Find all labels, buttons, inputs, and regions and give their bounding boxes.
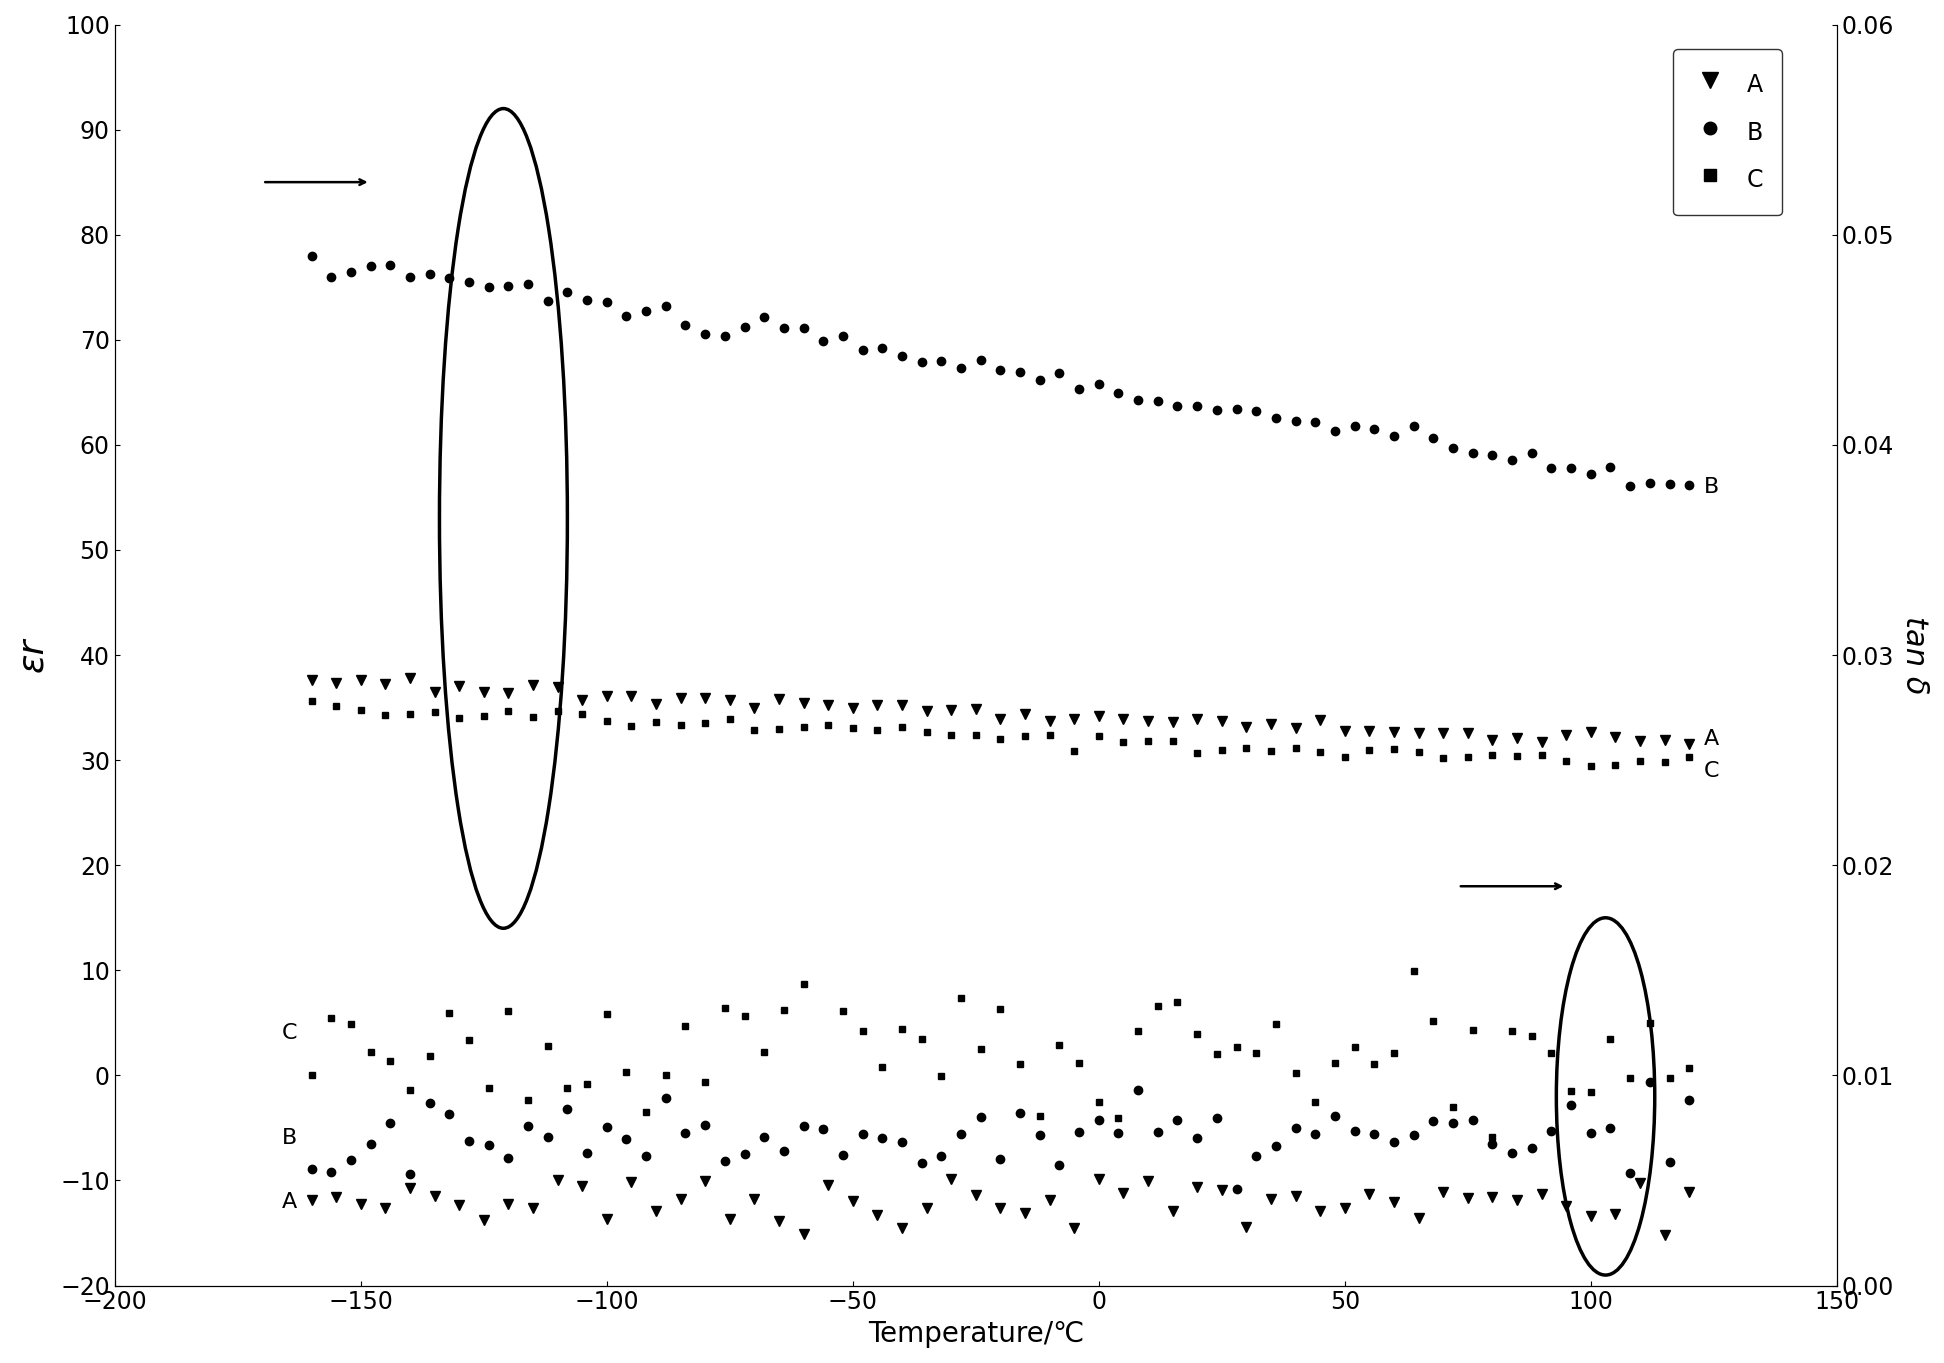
Text: A: A <box>1705 729 1718 750</box>
Y-axis label: εr: εr <box>16 638 49 672</box>
Text: C: C <box>282 1024 297 1043</box>
Text: B: B <box>1705 477 1718 497</box>
Legend: A, B, C: A, B, C <box>1674 49 1783 215</box>
Text: B: B <box>282 1129 297 1149</box>
X-axis label: Temperature/℃: Temperature/℃ <box>867 1319 1085 1348</box>
Text: C: C <box>1705 761 1718 781</box>
Text: A: A <box>282 1191 297 1212</box>
Y-axis label: tan δ: tan δ <box>1899 616 1928 694</box>
